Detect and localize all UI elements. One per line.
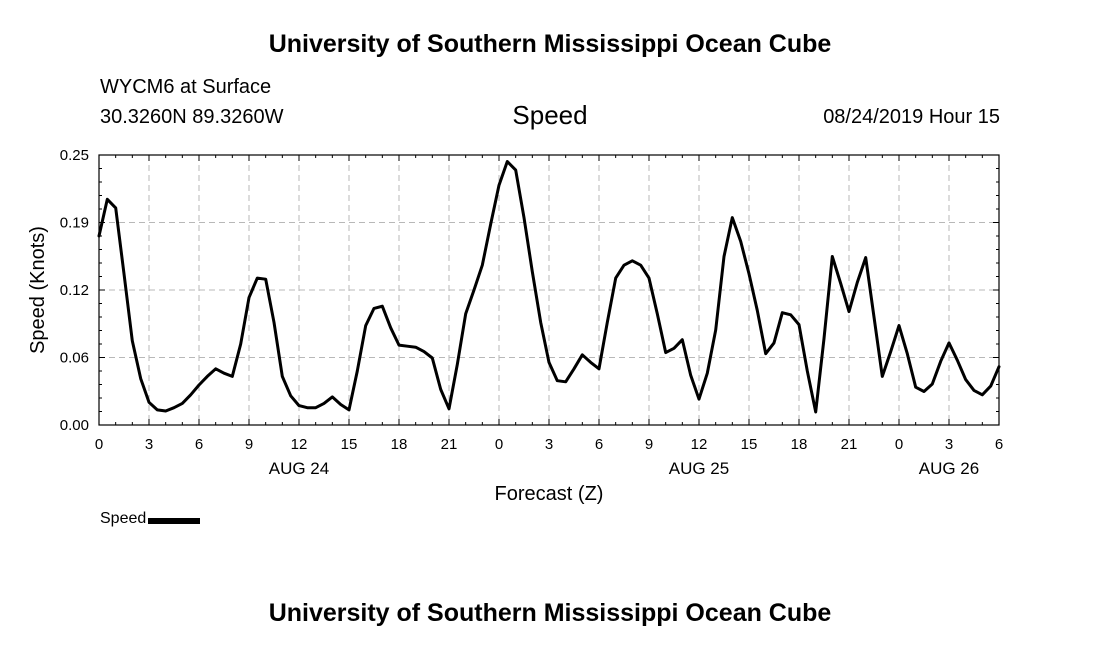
x-tick-label: 0 [495,436,503,453]
x-tick-label: 3 [945,436,953,453]
x-tick-label: 12 [691,436,708,453]
day-label: AUG 24 [269,459,329,478]
day-label: AUG 26 [919,459,979,478]
chart-title: Speed [512,100,588,130]
x-tick-label: 18 [391,436,408,453]
y-tick-label: 0.06 [60,350,89,367]
x-tick-label: 18 [791,436,808,453]
y-tick-label: 0.00 [60,417,89,434]
grid-lines [99,155,999,425]
legend-label-speed: Speed [100,510,147,527]
legend: Speed [100,510,201,528]
x-tick-label: 0 [895,436,903,453]
x-tick-label: 3 [145,436,153,453]
x-tick-label: 3 [545,436,553,453]
x-tick-label: 12 [291,436,308,453]
day-label: AUG 25 [669,459,729,478]
x-tick-label: 6 [195,436,203,453]
x-tick-label: 0 [95,436,103,453]
y-axis-title: Speed (Knots) [27,226,49,354]
page-title: University of Southern Mississippi Ocean… [268,30,832,58]
x-tick-label: 15 [741,436,758,453]
axis-labels: 0 3 6 9 12 15 18 21 0 3 6 9 12 15 18 21 0 3 6 0.00 0.06 0.12 0… [27,147,1003,505]
legend-swatch-speed [148,518,201,524]
footer-title: University of Southern Mississippi Ocean… [268,599,832,627]
series-layer [97,160,1001,414]
x-tick-label: 15 [341,436,358,453]
x-tick-label: 6 [995,436,1003,453]
forecast-datetime: 08/24/2019 Hour 15 [823,106,1000,128]
station-label: WYCM6 at Surface [100,76,272,98]
y-tick-label: 0.19 [60,215,89,232]
x-tick-label: 21 [441,436,458,453]
x-tick-label: 6 [595,436,603,453]
x-axis-title: Forecast (Z) [495,483,604,505]
x-tick-label: 9 [245,436,253,453]
axis-ticks [98,154,1000,426]
series-line-speed [97,160,1001,414]
y-tick-label: 0.12 [60,282,89,299]
x-tick-label: 21 [841,436,858,453]
x-tick-label: 9 [645,436,653,453]
coordinates-label: 30.3260N 89.3260W [100,106,284,128]
y-tick-label: 0.25 [60,147,89,164]
